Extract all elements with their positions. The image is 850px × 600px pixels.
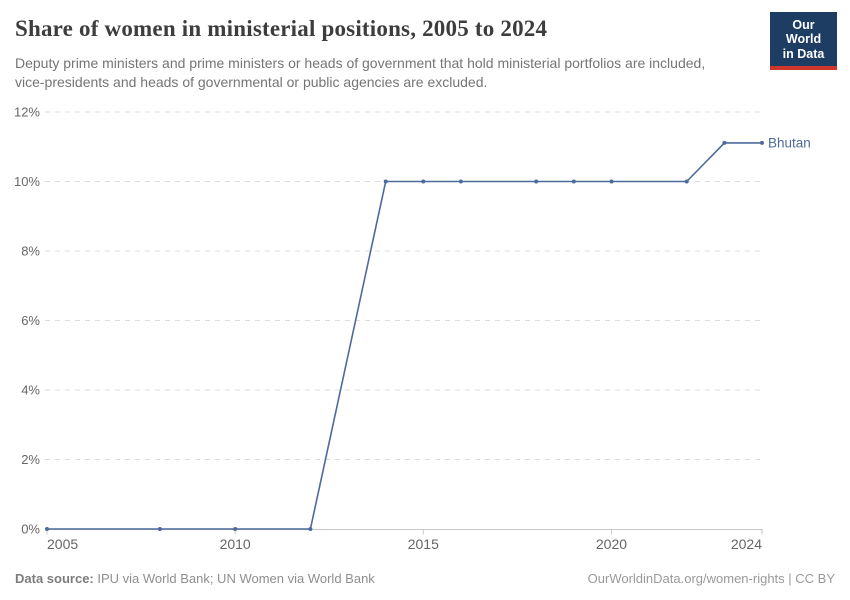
data-point[interactable]: [534, 179, 539, 184]
owid-logo[interactable]: Our World in Data: [770, 12, 837, 71]
data-point[interactable]: [308, 527, 313, 531]
y-axis-tick-label: 2%: [21, 452, 40, 467]
owid-logo-text: Our World in Data: [770, 12, 837, 67]
chart-title: Share of women in ministerial positions,…: [15, 16, 548, 41]
data-point[interactable]: [722, 140, 727, 145]
data-line[interactable]: [47, 142, 762, 530]
owid-logo-accent-bar: [770, 66, 837, 71]
x-axis-tick-label: 2010: [220, 536, 251, 552]
y-axis-tick-label: 8%: [21, 244, 40, 259]
y-axis-tick-label: 0%: [21, 522, 40, 537]
owid-url-link[interactable]: OurWorldinData.org/women-rights | CC BY: [587, 571, 835, 586]
chart-footer: Data source: IPU via World Bank; UN Wome…: [15, 571, 835, 586]
data-point[interactable]: [684, 179, 689, 184]
owid-logo-line2: in Data: [782, 46, 825, 61]
chart-subtitle: Deputy prime ministers and prime ministe…: [15, 55, 706, 90]
x-axis-tick-label: 2020: [596, 536, 627, 552]
owid-logo-line1: Our World: [785, 18, 822, 47]
data-source-label: Data source:: [15, 571, 94, 586]
series-end-label[interactable]: Bhutan: [768, 135, 811, 150]
x-axis-tick-label: 2005: [47, 536, 78, 552]
data-point[interactable]: [760, 140, 764, 145]
data-point[interactable]: [383, 179, 388, 184]
data-point[interactable]: [609, 179, 614, 184]
y-axis-tick-label: 10%: [14, 174, 40, 189]
data-point[interactable]: [571, 179, 576, 184]
data-source-note: Data source: IPU via World Bank; UN Wome…: [15, 571, 375, 586]
x-axis-tick-label: 2015: [408, 536, 439, 552]
x-axis-tick-label: 2024: [731, 536, 762, 552]
data-source-text: IPU via World Bank; UN Women via World B…: [93, 571, 375, 586]
data-point[interactable]: [458, 179, 463, 184]
y-axis-tick-label: 6%: [21, 313, 40, 328]
data-point[interactable]: [157, 527, 162, 531]
data-point[interactable]: [421, 179, 426, 184]
y-axis-tick-label: 12%: [14, 105, 40, 120]
y-axis-tick-label: 4%: [21, 383, 40, 398]
data-point[interactable]: [45, 527, 49, 531]
data-point[interactable]: [233, 527, 238, 531]
